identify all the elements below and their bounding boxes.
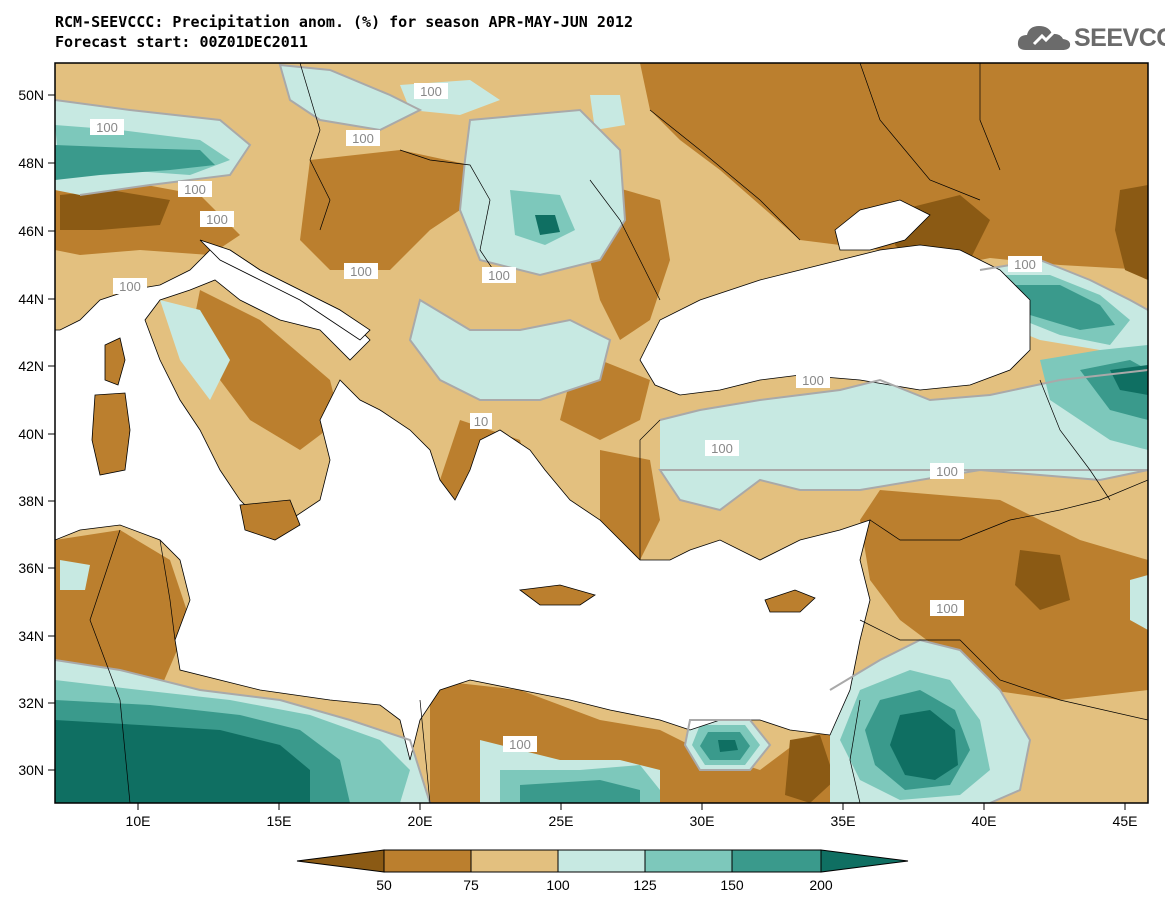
lat-label: 44N	[18, 291, 44, 307]
sicily	[239, 499, 301, 541]
extreme-wet-areas	[55, 215, 1148, 803]
contour-label: 100	[346, 130, 380, 146]
svg-text:100: 100	[509, 737, 531, 752]
lon-label: 20E	[408, 813, 433, 829]
map-title: RCM-SEEVCCC: Precipitation anom. (%) for…	[55, 12, 633, 52]
very-dry-areas	[60, 185, 1148, 803]
colorbar-bin-50-75	[383, 849, 472, 873]
svg-text:100: 100	[184, 182, 206, 197]
contour-value-labels: 100 100 100 100 100 100 100 100 100 100 …	[90, 83, 1042, 752]
black-sea	[639, 244, 1031, 396]
seas	[55, 199, 1031, 803]
contour-label: 100	[705, 440, 739, 456]
colorbar-label: 125	[633, 877, 657, 893]
svg-text:100: 100	[802, 373, 824, 388]
contour-label: 100	[930, 463, 964, 479]
contour-label: 100	[414, 83, 448, 99]
mediterranean-sea	[55, 249, 871, 803]
svg-text:100: 100	[936, 601, 958, 616]
contour-label: 100	[90, 119, 124, 135]
colorbar-label: 100	[546, 877, 570, 893]
lat-label: 32N	[18, 695, 44, 711]
svg-text:100: 100	[711, 441, 733, 456]
lat-label: 48N	[18, 155, 44, 171]
colorbar-label: 50	[376, 877, 392, 893]
colorbar-label: 75	[463, 877, 479, 893]
colorbar-label: 200	[809, 877, 833, 893]
contour-label: 100	[503, 736, 537, 752]
contour-label: 100	[930, 600, 964, 616]
latitude-axis: 50N 48N 46N 44N 42N 40N 38N 36N 34N 32N …	[18, 87, 55, 778]
title-line-1: RCM-SEEVCCC: Precipitation anom. (%) for…	[55, 13, 633, 31]
colorbar-label: 150	[720, 877, 744, 893]
lon-label: 25E	[549, 813, 574, 829]
country-borders	[89, 63, 1148, 803]
colorbar-bin-below-50	[296, 849, 385, 873]
colorbar-bin-125-150	[644, 849, 733, 873]
lat-label: 30N	[18, 762, 44, 778]
sardinia	[91, 392, 131, 476]
svg-text:100: 100	[119, 279, 141, 294]
colorbar	[296, 849, 909, 873]
lat-label: 50N	[18, 87, 44, 103]
colorbar-bin-150-200	[731, 849, 822, 873]
svg-text:100: 100	[350, 264, 372, 279]
logo-text: SEEVCCC	[1074, 24, 1165, 52]
longitude-axis: 10E 15E 20E 25E 30E 35E 40E 45E	[126, 803, 1138, 829]
map-fields	[55, 63, 1148, 803]
cloud-icon	[1017, 26, 1071, 50]
contour-label: 100	[482, 267, 516, 283]
cyprus	[764, 589, 816, 613]
colorbar-bin-above-200	[820, 849, 909, 873]
lon-label: 10E	[126, 813, 151, 829]
contour-lines	[55, 63, 1148, 803]
contour-label: 100	[178, 181, 212, 197]
corsica	[104, 337, 126, 386]
lon-label: 35E	[831, 813, 856, 829]
svg-text:100: 100	[936, 464, 958, 479]
title-line-2: Forecast start: 00Z01DEC2011	[55, 33, 308, 51]
contour-label: 100	[200, 211, 234, 227]
crete	[518, 584, 596, 606]
lat-label: 36N	[18, 560, 44, 576]
svg-text:100: 100	[1014, 257, 1036, 272]
lat-label: 38N	[18, 493, 44, 509]
colorbar-labels: 50 75 100 125 150 200	[376, 877, 833, 893]
lat-label: 42N	[18, 358, 44, 374]
svg-text:100: 100	[352, 131, 374, 146]
svg-text:100: 100	[420, 84, 442, 99]
svg-text:100: 100	[96, 120, 118, 135]
contour-label: 100	[1008, 256, 1042, 272]
adriatic-sea	[199, 239, 371, 341]
contour-label: 100	[344, 263, 378, 279]
lat-label: 40N	[18, 426, 44, 442]
seevccc-logo: SEEVCCC	[1016, 22, 1165, 58]
contour-label: 100	[113, 278, 147, 294]
colorbar-bin-100-125	[557, 849, 646, 873]
colorbar-bin-75-100	[470, 849, 559, 873]
svg-text:10: 10	[474, 414, 488, 429]
plot-frame	[54, 62, 1149, 804]
svg-text:100: 100	[206, 212, 228, 227]
lon-label: 40E	[972, 813, 997, 829]
contour-label: 10	[470, 413, 492, 429]
lat-label: 34N	[18, 628, 44, 644]
lon-label: 15E	[267, 813, 292, 829]
islands	[91, 337, 816, 613]
contour-label: 100	[796, 372, 830, 388]
lon-label: 30E	[690, 813, 715, 829]
lon-label: 45E	[1113, 813, 1138, 829]
svg-text:100: 100	[488, 268, 510, 283]
lat-label: 46N	[18, 223, 44, 239]
sea-of-azov	[834, 199, 931, 251]
